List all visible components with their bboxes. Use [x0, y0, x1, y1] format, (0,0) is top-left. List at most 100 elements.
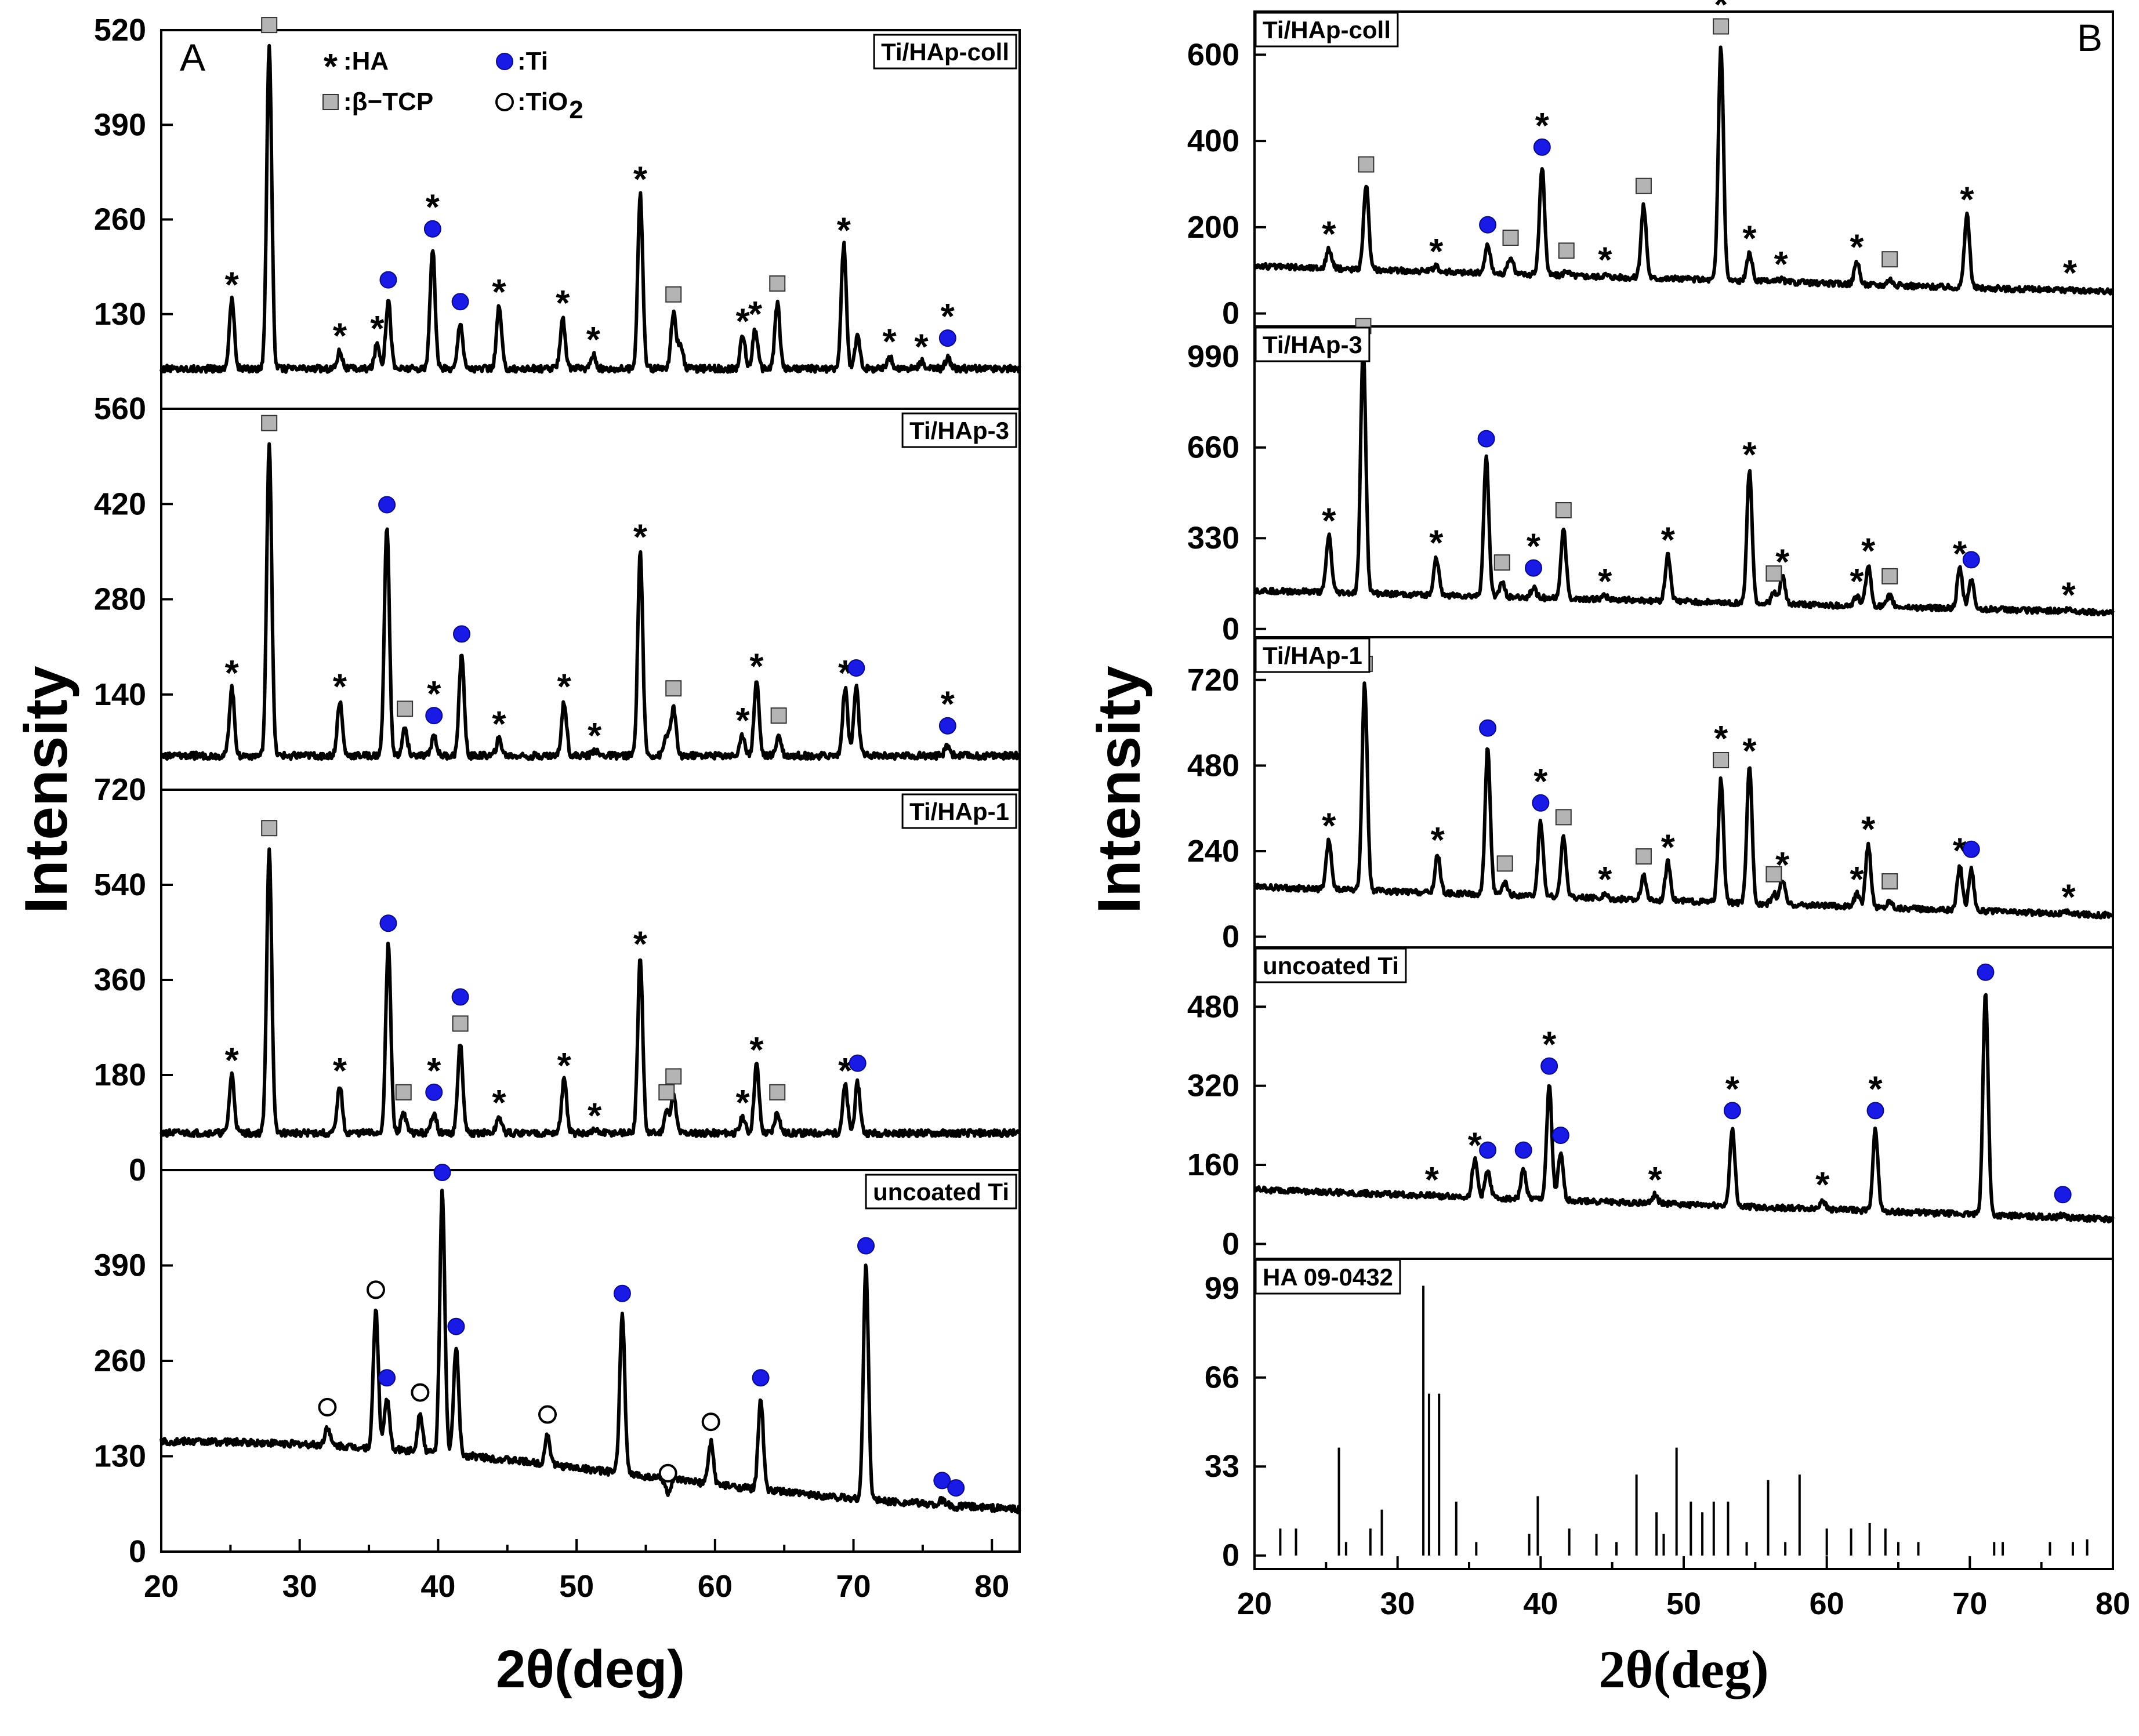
legend-label: :HA	[343, 47, 389, 75]
asterisk-icon: *	[1431, 820, 1445, 860]
filled-blue-circle-icon	[849, 1054, 867, 1072]
y-tick-label: 390	[94, 1248, 146, 1283]
asterisk-icon: *	[333, 317, 347, 357]
filled-blue-circle-icon	[1533, 138, 1551, 156]
filled-blue-circle-icon	[1551, 1127, 1569, 1144]
gray-square-icon	[1713, 18, 1730, 35]
legend-label: :Ti	[517, 47, 548, 75]
y-tick-label: 200	[1187, 210, 1239, 245]
filled-blue-circle-icon	[423, 220, 441, 238]
diffraction-trace	[1253, 45, 2114, 296]
asterisk-icon: *	[426, 188, 440, 228]
sample-label-box	[1255, 326, 1371, 362]
asterisk-icon: *	[556, 284, 570, 324]
filled-blue-circle-icon	[1866, 1102, 1884, 1120]
open-circle-icon	[701, 1412, 720, 1432]
gray-square-icon	[1496, 855, 1513, 872]
open-circle-icon	[658, 1463, 677, 1483]
y-tick-label: 0	[129, 1153, 146, 1187]
x-tick-label: 70	[836, 1569, 871, 1604]
x-tick-label: 20	[1237, 1586, 1272, 1621]
asterisk-icon: *	[1714, 719, 1728, 759]
diffraction-trace	[1253, 347, 2115, 617]
asterisk-icon: *	[1429, 523, 1444, 563]
asterisk-icon: *	[736, 302, 751, 342]
gray-square-icon	[261, 820, 278, 837]
filled-blue-circle-icon	[1479, 719, 1497, 737]
x-tick-label: 60	[698, 1569, 733, 1604]
asterisk-icon: *	[324, 47, 338, 87]
gray-square-icon	[322, 94, 339, 110]
asterisk-icon: *	[1775, 543, 1790, 583]
asterisk-icon: *	[1868, 1069, 1883, 1109]
y-tick-label: 360	[94, 963, 146, 997]
y-tick-label: 0	[1222, 296, 1239, 331]
x-tick-label: 50	[559, 1569, 594, 1604]
filled-blue-circle-icon	[847, 659, 865, 677]
asterisk-icon: *	[749, 1030, 764, 1070]
y-tick-label: 0	[129, 1534, 146, 1569]
asterisk-icon: *	[914, 327, 929, 367]
y-tick-label: 260	[94, 1343, 146, 1378]
y-tick-label: 540	[94, 867, 146, 902]
y-tick-label: 33	[1205, 1449, 1239, 1484]
asterisk-icon: *	[633, 925, 648, 965]
asterisk-icon: *	[1815, 1165, 1830, 1205]
x-tick-label: 20	[144, 1569, 179, 1604]
asterisk-icon: *	[333, 667, 347, 707]
text-layer: 20 30 40 50 60 70 80Intensity2θ(deg)A:HA:Ti:β−…	[13, 12, 2130, 1699]
asterisk-icon: *	[1725, 1069, 1740, 1109]
filled-blue-circle-icon	[1514, 1141, 1532, 1159]
asterisk-icon: *	[333, 1051, 347, 1091]
y-tick-label: 0	[1222, 612, 1239, 647]
y-tick-label: 420	[94, 486, 146, 521]
panel-frame	[1253, 10, 2114, 1570]
asterisk-icon: *	[1861, 810, 1876, 850]
filled-blue-circle-icon	[938, 329, 956, 347]
diffraction-trace	[1253, 993, 2115, 1224]
y-tick-label: 330	[1187, 521, 1239, 555]
legend-label: :TiO	[517, 88, 568, 116]
asterisk-icon: *	[586, 320, 601, 360]
asterisk-icon: *	[1850, 562, 1864, 602]
gray-square-icon	[1555, 809, 1572, 826]
y-axis-title: Intensity	[1086, 666, 1153, 914]
asterisk-icon: *	[633, 517, 648, 557]
y-tick-label: 720	[1187, 663, 1239, 698]
filled-blue-circle-icon	[933, 1472, 951, 1490]
sample-label: Ti/HAp-3	[909, 417, 1009, 444]
asterisk-icon: *	[492, 1083, 506, 1123]
gray-square-icon	[769, 275, 786, 292]
frames-layer	[160, 10, 2114, 1570]
filled-blue-circle-icon	[1477, 430, 1495, 448]
filled-blue-circle-icon	[447, 1317, 465, 1335]
asterisk-icon: *	[1542, 1025, 1557, 1065]
asterisk-icon: *	[427, 1051, 441, 1091]
sample-label: HA 09-0432	[1263, 1263, 1393, 1291]
asterisk-icon: *	[1714, 0, 1728, 26]
filled-blue-circle-icon	[378, 1369, 396, 1387]
asterisk-icon: *	[1742, 731, 1757, 771]
asterisk-icon: *	[1598, 860, 1612, 900]
asterisk-icon: *	[1648, 1160, 1663, 1200]
y-tick-label: 66	[1205, 1360, 1239, 1395]
asterisk-icon: *	[1322, 501, 1336, 541]
asterisk-icon: *	[749, 647, 764, 687]
gray-square-icon	[665, 286, 682, 303]
asterisk-icon: *	[1598, 562, 1612, 602]
gray-square-icon	[1765, 565, 1782, 582]
y-tick-label: 400	[1187, 124, 1239, 158]
diffraction-trace	[159, 847, 1021, 1139]
x-axis-title: 2θ(deg)	[496, 1640, 685, 1699]
gray-square-icon	[769, 1084, 786, 1101]
asterisk-icon: *	[370, 309, 385, 349]
x-tick-label: 80	[974, 1569, 1009, 1604]
sample-label-box	[1255, 637, 1371, 673]
asterisk-icon: *	[2063, 253, 2078, 293]
markers-layer: * * * * * * * * * * * * * * * * * * * * * * * * * * * * * * * * * * * * * * * *…	[225, 0, 2078, 1497]
asterisk-icon: *	[492, 273, 506, 313]
traces-layer	[159, 43, 2115, 1556]
filled-blue-circle-icon	[1532, 794, 1550, 812]
gray-square-icon	[1881, 873, 1898, 890]
filled-blue-circle-icon	[1962, 551, 1980, 569]
